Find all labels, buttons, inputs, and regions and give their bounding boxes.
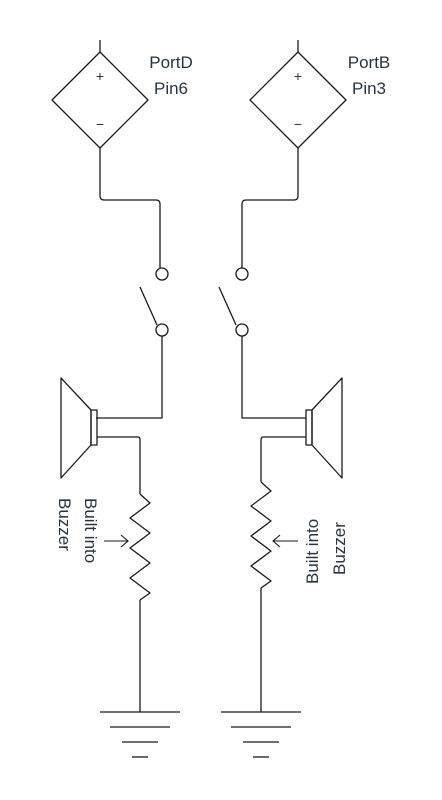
right-source-label-line1: PortB — [348, 53, 391, 72]
left-source-minus: − — [96, 116, 104, 132]
right-source-label-line2: Pin3 — [352, 79, 386, 98]
right-switch-blade — [218, 286, 237, 326]
right-resistor-label-line2: Buzzer — [330, 522, 349, 575]
right-resistor-label-line1: Built into — [303, 519, 322, 584]
left-source-label-line1: PortD — [149, 53, 192, 72]
right-wire-switch-to-buzzer — [241, 336, 306, 419]
left-voltage-source — [51, 51, 149, 149]
right-buzzer-cone — [311, 377, 343, 479]
left-resistor-arrow-head — [120, 534, 129, 548]
right-resistor-arrow-head — [272, 534, 281, 548]
left-circuit: + − PortD Pin6 Built into Buzzer — [51, 40, 193, 758]
left-switch-blade — [139, 286, 158, 326]
left-resistor-label-line2: Buzzer — [55, 498, 74, 551]
right-voltage-source — [249, 51, 347, 149]
left-resistor-label-line1: Built into — [81, 498, 100, 563]
left-resistor — [129, 493, 151, 601]
left-wire-buzzer-to-resistor — [97, 436, 141, 494]
right-switch-top-contact — [235, 267, 249, 281]
right-wire-source-to-switch — [241, 148, 299, 268]
left-wire-switch-to-buzzer — [96, 336, 163, 419]
left-buzzer-cone — [60, 377, 92, 479]
left-ground-symbol — [100, 711, 180, 758]
right-resistor — [250, 481, 272, 589]
right-buzzer-magnet — [305, 409, 313, 446]
right-circuit: + − PortB Pin3 Built into Buzzer — [218, 40, 391, 758]
left-switch-top-contact — [155, 267, 169, 281]
left-switch-bottom-contact — [155, 323, 169, 337]
right-source-minus: − — [294, 116, 302, 132]
left-source-label-line2: Pin6 — [154, 79, 188, 98]
left-buzzer-magnet — [90, 409, 98, 446]
left-wire-source-to-switch — [99, 148, 161, 268]
right-switch-bottom-contact — [235, 323, 249, 337]
right-source-plus: + — [294, 68, 302, 84]
right-ground-symbol — [221, 711, 301, 758]
right-wire-buzzer-to-resistor — [260, 436, 306, 482]
left-source-plus: + — [96, 68, 104, 84]
